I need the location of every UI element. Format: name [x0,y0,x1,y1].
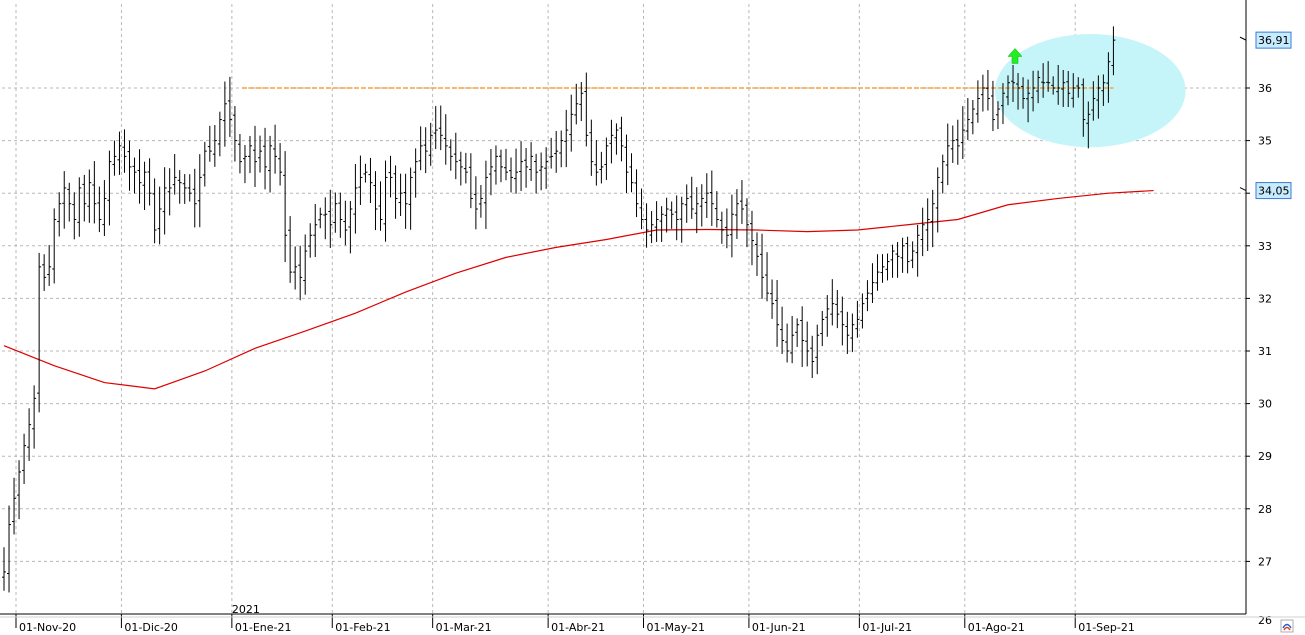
x-tick-label: 01-Jun-21 [752,621,806,634]
ma-price-label-box [1255,182,1292,200]
y-tick-label: 32 [1258,292,1272,305]
year-label: 2021 [232,603,260,616]
last-price-label: 36,91 [1258,34,1290,47]
x-tick-label: 01-May-21 [647,621,705,634]
y-tick-label: 35 [1258,135,1272,148]
y-tick-label: 33 [1258,240,1272,253]
x-tick-label: 01-Sep-21 [1078,621,1135,634]
ma-price-label: 34,05 [1258,185,1290,198]
ma-price-label-pointer [1239,187,1247,192]
ohlc-bars-layer [2,26,1116,593]
settings-icon-arc-red [1283,626,1291,631]
chart-settings-icon[interactable] [1280,619,1294,633]
y-tick-label: 28 [1258,503,1272,516]
up-arrow-icon [1007,48,1023,64]
y-tick-label: 26 [1258,614,1272,627]
y-tick-label: 27 [1258,555,1272,568]
moving-average-line [3,189,1154,390]
last-price-label-box [1255,31,1292,49]
last-price-label-pointer [1239,36,1247,41]
consolidation-highlight [995,34,1186,148]
x-tick-label: 01-Feb-21 [335,621,390,634]
y-tick-label: 31 [1258,345,1272,358]
x-tick-label: 01-Mar-21 [436,621,492,634]
label-layer: 36,91 34,05 [1007,31,1294,633]
settings-icon-arc-blue [1282,623,1292,629]
y-tick-label: 29 [1258,450,1272,463]
moving-average-layer [3,189,1154,390]
x-tick-label: 01-Ene-21 [235,621,292,634]
y-tick-label: 36 [1258,82,1272,95]
settings-icon-frame [1280,619,1294,633]
y-tick-label: 30 [1258,398,1272,411]
x-tick-label: 01-Dic-20 [124,621,178,634]
x-tick-label: 01-Jul-21 [862,621,912,634]
x-tick-label: 01-Nov-20 [19,621,76,634]
x-tick-label: 01-Abr-21 [551,621,605,634]
x-tick-label: 01-Ago-21 [968,621,1025,634]
highlight-layer [995,34,1186,148]
